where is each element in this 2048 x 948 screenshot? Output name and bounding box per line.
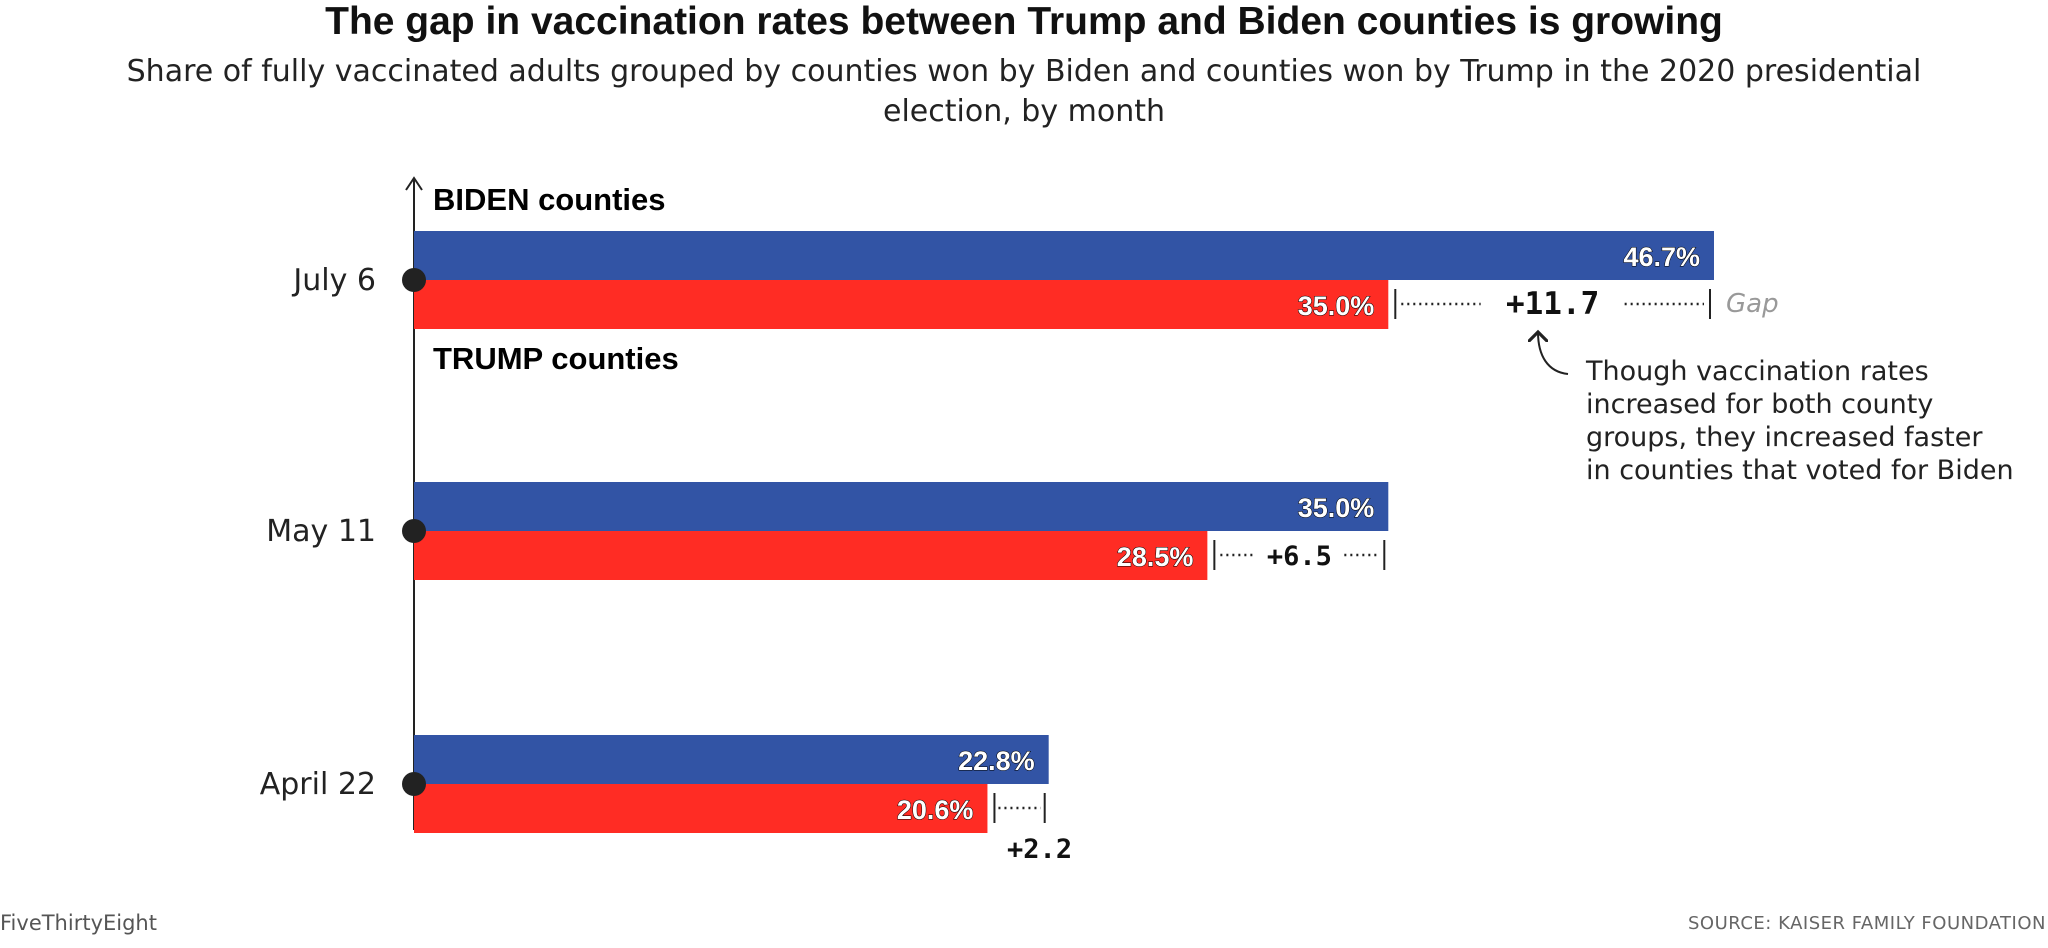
brand-label: FiveThirtyEight [0, 911, 157, 935]
annotation-arrow [1538, 332, 1569, 375]
annotation-line-3: groups, they increased faster [1586, 422, 1983, 453]
gap-value-april-22: +2.2 [1007, 834, 1072, 865]
annotation-line-4: in counties that voted for Biden [1586, 455, 2014, 486]
category-label-may-11: May 11 [266, 514, 376, 549]
bar-trump-april-22 [414, 784, 988, 833]
gap-value-may-11: +6.5 [1267, 541, 1332, 572]
y-axis-arrow-icon [405, 176, 423, 191]
legend-biden: BIDEN counties [433, 182, 666, 217]
gap-bracket-july-6: +11.7 [1394, 286, 1711, 322]
value-label-trump-april-22: 20.6% [897, 795, 974, 825]
bar-trump-july-6 [414, 280, 1389, 329]
bars-layer: July 6 46.7% 35.0% +11.7 May 11 35.0% 28.5% +6.… [260, 231, 1714, 865]
bar-biden-july-6 [414, 231, 1714, 280]
bar-biden-may-11 [414, 482, 1389, 531]
legend-trump: TRUMP counties [433, 341, 679, 376]
value-label-biden-april-22: 22.8% [958, 746, 1035, 776]
annotation-line-1: Though vaccination rates [1585, 356, 1929, 387]
source-label: SOURCE: KAISER FAMILY FOUNDATION [1687, 913, 2046, 934]
gap-value-july-6: +11.7 [1506, 286, 1599, 322]
chart-title: The gap in vaccination rates between Tru… [325, 0, 1723, 43]
axis-dot-may-11 [402, 519, 426, 543]
value-label-biden-may-11: 35.0% [1298, 493, 1375, 523]
value-label-trump-may-11: 28.5% [1117, 542, 1194, 572]
bar-trump-may-11 [414, 531, 1208, 580]
chart-subtitle: Share of fully vaccinated adults grouped… [126, 54, 1922, 129]
gap-label: Gap [1726, 289, 1779, 319]
axis-dot-april-22 [402, 772, 426, 796]
annotation-line-2: increased for both county [1586, 389, 1933, 420]
category-label-july-6: July 6 [291, 263, 376, 298]
bar-biden-april-22 [414, 735, 1049, 784]
axis-dot-july-6 [402, 268, 426, 292]
gap-bracket-may-11: +6.5 [1213, 540, 1386, 572]
value-label-trump-july-6: 35.0% [1298, 291, 1375, 321]
gap-bracket-april-22: +2.2 [993, 793, 1072, 865]
category-label-april-22: April 22 [260, 767, 376, 802]
value-label-biden-july-6: 46.7% [1623, 242, 1700, 272]
